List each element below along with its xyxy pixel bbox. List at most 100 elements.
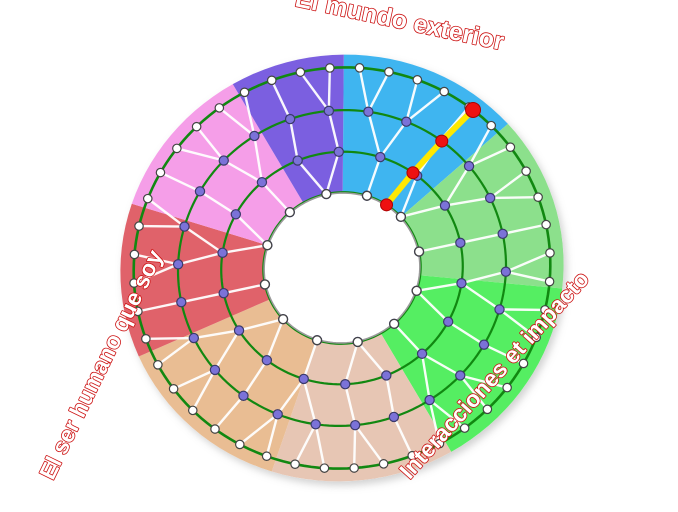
inner-node[interactable] — [456, 278, 467, 289]
outer-node[interactable] — [187, 405, 198, 416]
inner-node[interactable] — [333, 146, 344, 158]
outer-node[interactable] — [540, 305, 550, 315]
inner-boundary-node[interactable] — [361, 190, 372, 201]
inner-node[interactable] — [217, 247, 228, 258]
outer-node[interactable] — [541, 219, 551, 230]
inner-node[interactable] — [284, 113, 296, 125]
outer-node[interactable] — [261, 451, 272, 462]
inner-boundary-node[interactable] — [411, 285, 422, 296]
outer-node[interactable] — [349, 463, 359, 473]
tan-sector[interactable] — [138, 299, 318, 472]
inner-node[interactable] — [172, 259, 184, 270]
inner-node[interactable] — [249, 130, 260, 142]
blue-sector[interactable] — [342, 54, 508, 218]
outer-node[interactable] — [482, 404, 493, 415]
inner-node[interactable] — [323, 105, 335, 117]
outer-node[interactable] — [502, 382, 512, 393]
inner-node[interactable] — [381, 370, 392, 381]
inner-node[interactable] — [233, 325, 245, 336]
inner-node[interactable] — [484, 192, 496, 204]
outer-node[interactable] — [234, 439, 245, 450]
outer-node[interactable] — [133, 306, 143, 317]
outer-node[interactable] — [210, 424, 220, 434]
outer-node[interactable] — [434, 438, 445, 449]
highlight-node-2[interactable] — [435, 134, 449, 148]
outer-node[interactable] — [153, 360, 163, 370]
outer-node[interactable] — [325, 63, 335, 73]
inner-boundary-node[interactable] — [395, 211, 406, 222]
outer-node[interactable] — [486, 120, 497, 131]
nodes-layer[interactable] — [129, 63, 555, 473]
inner-node[interactable] — [340, 378, 351, 390]
inner-node[interactable] — [388, 411, 400, 423]
outer-node[interactable] — [129, 249, 140, 260]
outer-node[interactable] — [141, 334, 151, 344]
inner-boundary-node[interactable] — [262, 240, 273, 251]
outer-node[interactable] — [531, 332, 542, 343]
inner-boundary-node[interactable] — [321, 189, 332, 200]
outer-node[interactable] — [545, 248, 555, 258]
inner-boundary-node[interactable] — [259, 279, 270, 290]
outer-node[interactable] — [412, 74, 423, 85]
outer-node[interactable] — [521, 166, 531, 176]
inner-node[interactable] — [256, 177, 268, 188]
inner-node[interactable] — [424, 394, 435, 406]
inner-node[interactable] — [272, 409, 283, 420]
highlight-node-0[interactable] — [380, 198, 394, 212]
outer-node[interactable] — [290, 459, 300, 469]
outer-node[interactable] — [459, 423, 470, 433]
inner-node[interactable] — [401, 116, 412, 127]
inner-node[interactable] — [238, 390, 249, 401]
inner-node[interactable] — [292, 155, 303, 166]
outer-node[interactable] — [384, 67, 394, 77]
inner-boundary-node[interactable] — [352, 336, 363, 347]
inner-node[interactable] — [209, 364, 221, 376]
inner-node[interactable] — [363, 106, 374, 117]
inner-node[interactable] — [478, 339, 490, 350]
inner-node[interactable] — [194, 186, 206, 197]
outer-node[interactable] — [214, 103, 225, 113]
highlight-path[interactable] — [383, 106, 476, 208]
inner-boundary-node[interactable] — [389, 318, 400, 329]
inner-node[interactable] — [463, 160, 475, 172]
outer-node[interactable] — [505, 142, 516, 152]
outer-node[interactable] — [544, 276, 555, 287]
inner-node[interactable] — [261, 355, 273, 366]
inner-node[interactable] — [310, 419, 321, 430]
inner-node[interactable] — [497, 228, 508, 240]
red-sector[interactable] — [120, 203, 271, 357]
inner-node[interactable] — [416, 348, 428, 359]
highlight-node-3[interactable] — [465, 101, 482, 118]
inner-node[interactable] — [375, 151, 386, 163]
highlight-path-layer[interactable] — [383, 106, 476, 208]
inner-boundary-node[interactable] — [312, 335, 323, 346]
outer-node[interactable] — [407, 450, 418, 461]
highlight-node-1[interactable] — [406, 166, 420, 180]
outer-node[interactable] — [378, 459, 389, 469]
outer-node[interactable] — [239, 87, 250, 98]
inner-node[interactable] — [455, 370, 466, 381]
inner-node[interactable] — [230, 209, 242, 220]
inner-node[interactable] — [188, 332, 200, 344]
inner-node[interactable] — [298, 373, 309, 385]
inner-node[interactable] — [218, 155, 229, 166]
outer-node[interactable] — [129, 278, 139, 288]
outer-node[interactable] — [155, 167, 166, 178]
inner-node[interactable] — [218, 287, 229, 299]
outer-node[interactable] — [295, 67, 306, 77]
inner-node[interactable] — [455, 237, 466, 249]
inner-node[interactable] — [349, 419, 361, 431]
outer-node[interactable] — [191, 121, 202, 132]
inner-node[interactable] — [442, 316, 454, 327]
outer-node[interactable] — [134, 221, 144, 231]
outer-node[interactable] — [439, 86, 450, 97]
inner-node[interactable] — [439, 200, 451, 211]
inner-node[interactable] — [176, 296, 187, 308]
outer-node[interactable] — [142, 193, 153, 204]
outer-node[interactable] — [319, 463, 330, 473]
inner-node[interactable] — [500, 266, 512, 277]
inner-node[interactable] — [494, 304, 505, 315]
outer-node[interactable] — [172, 143, 182, 154]
inner-boundary-node[interactable] — [284, 207, 295, 218]
outer-node[interactable] — [533, 192, 543, 202]
